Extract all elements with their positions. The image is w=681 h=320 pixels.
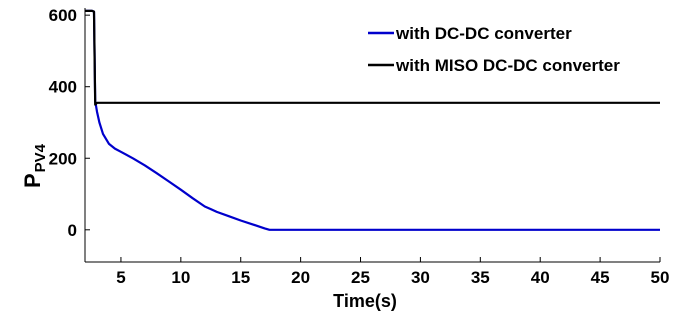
y-tick-label: 0 [68,221,77,240]
y-axis-title-subscript: PV4 [32,143,49,172]
x-tick-label: 10 [171,268,190,287]
x-tick-label: 50 [651,268,670,287]
x-tick-label: 25 [351,268,370,287]
x-axis-title: Time(s) [333,291,397,311]
y-tick-label: 200 [49,149,77,168]
x-tick-label: 30 [411,268,430,287]
legend: with DC-DC converter with MISO DC-DC con… [368,24,620,75]
x-tick-label: 40 [531,268,550,287]
x-tick-label: 20 [291,268,310,287]
y-tick-label: 600 [49,6,77,25]
legend-label-dc-dc: with DC-DC converter [395,24,572,43]
x-tick-label: 15 [231,268,250,287]
x-tick-label: 45 [591,268,610,287]
ticks-layer: 5 10 15 20 25 30 35 40 45 50 0 200 400 600 [49,6,670,287]
legend-label-miso: with MISO DC-DC converter [395,56,620,75]
axes-layer [84,8,660,263]
series-layer [85,9,660,231]
x-tick-label: 35 [471,268,490,287]
series-line-1 [85,9,660,106]
y-axis-title-main: P [20,173,45,188]
y-axis-title: PPV4 [20,143,49,188]
x-tick-label: 5 [116,268,125,287]
series-line-0 [85,9,660,231]
y-tick-label: 400 [49,78,77,97]
